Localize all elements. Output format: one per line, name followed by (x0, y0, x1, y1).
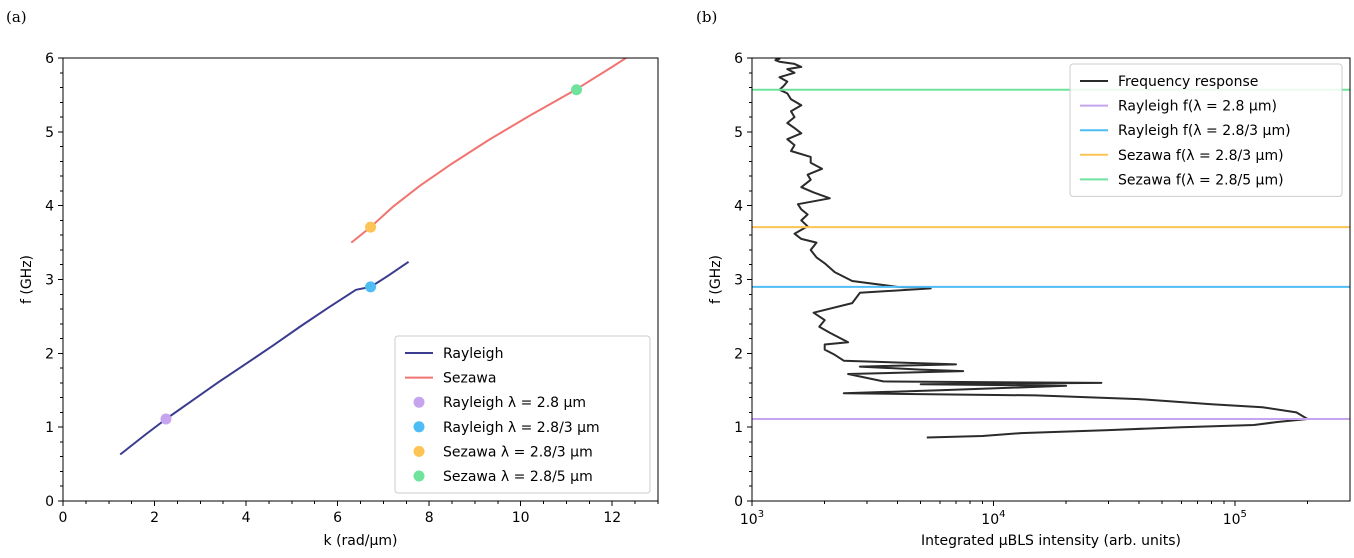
legend-label: Sezawa (443, 371, 496, 387)
legend-marker (413, 421, 425, 433)
x-tick-label: 104 (981, 509, 1005, 528)
y-tick-label: 1 (734, 420, 743, 436)
legend-label: Rayleigh f(λ = 2.8 µm) (1118, 99, 1277, 115)
x-tick-label: 0 (59, 510, 68, 526)
legend-marker (413, 396, 425, 408)
series-line-0 (774, 58, 1309, 439)
x-tick-label: 105 (1223, 509, 1247, 528)
series-line-0 (119, 260, 410, 456)
data-point-3 (365, 281, 377, 293)
y-tick-label: 4 (734, 199, 743, 215)
y-tick-label: 2 (45, 346, 54, 362)
legend-frame (394, 335, 651, 494)
y-tick-label: 6 (734, 51, 743, 67)
y-tick-label: 2 (734, 346, 743, 362)
x-tick-label: 12 (603, 510, 621, 526)
legend-label: Sezawa f(λ = 2.8/5 µm) (1118, 172, 1284, 188)
legend-label: Rayleigh f(λ = 2.8/3 µm) (1118, 123, 1291, 139)
legend-marker (413, 445, 425, 457)
series-line-1 (350, 58, 628, 244)
y-tick-label: 4 (45, 199, 54, 215)
y-tick-label: 3 (734, 273, 743, 289)
x-axis-label: Integrated µBLS intensity (arb. units) (921, 533, 1181, 549)
data-point-5 (571, 84, 583, 96)
y-axis-label: f (GHz) (708, 255, 724, 304)
panel-b: (b) 0 1 2 3 4 5 6 103 104 105 Integrated µBLS inten… (696, 8, 1351, 549)
legend: Frequency response Rayleigh f(λ = 2.8 µm)… (1069, 63, 1343, 197)
panel-label: (a) (6, 8, 27, 26)
legend-label: Sezawa f(λ = 2.8/3 µm) (1118, 148, 1284, 164)
x-tick-label: 10 (512, 510, 530, 526)
legend-label: Sezawa λ = 2.8/5 µm (443, 469, 593, 485)
legend: Rayleigh Sezawa Rayleigh λ = 2.8 µm Rayleig… (394, 335, 651, 494)
x-tick-label: 8 (425, 510, 434, 526)
data-point-4 (365, 221, 377, 233)
y-tick-label: 3 (45, 273, 54, 289)
y-tick-label: 0 (45, 494, 54, 510)
plot-area (119, 58, 628, 456)
legend-label: Rayleigh (443, 346, 503, 362)
x-tick-label: 6 (333, 510, 342, 526)
y-tick-label: 0 (734, 494, 743, 510)
x-axis-label: k (rad/µm) (324, 533, 398, 549)
legend-frame (1069, 63, 1343, 197)
y-tick-label: 5 (734, 125, 743, 141)
x-tick-label: 103 (740, 509, 764, 528)
y-axis-label: f (GHz) (19, 255, 35, 304)
legend-label: Rayleigh λ = 2.8 µm (443, 395, 586, 411)
panel-label: (b) (696, 8, 717, 26)
legend-label: Rayleigh λ = 2.8/3 µm (443, 420, 600, 436)
y-tick-label: 1 (45, 420, 54, 436)
x-tick-label: 2 (150, 510, 159, 526)
x-tick-label: 4 (242, 510, 251, 526)
legend-marker (413, 470, 425, 482)
legend-label: Frequency response (1118, 74, 1258, 90)
y-tick-label: 6 (45, 51, 54, 67)
data-point-2 (160, 413, 172, 425)
y-tick-label: 5 (45, 125, 54, 141)
legend-label: Sezawa λ = 2.8/3 µm (443, 444, 593, 460)
